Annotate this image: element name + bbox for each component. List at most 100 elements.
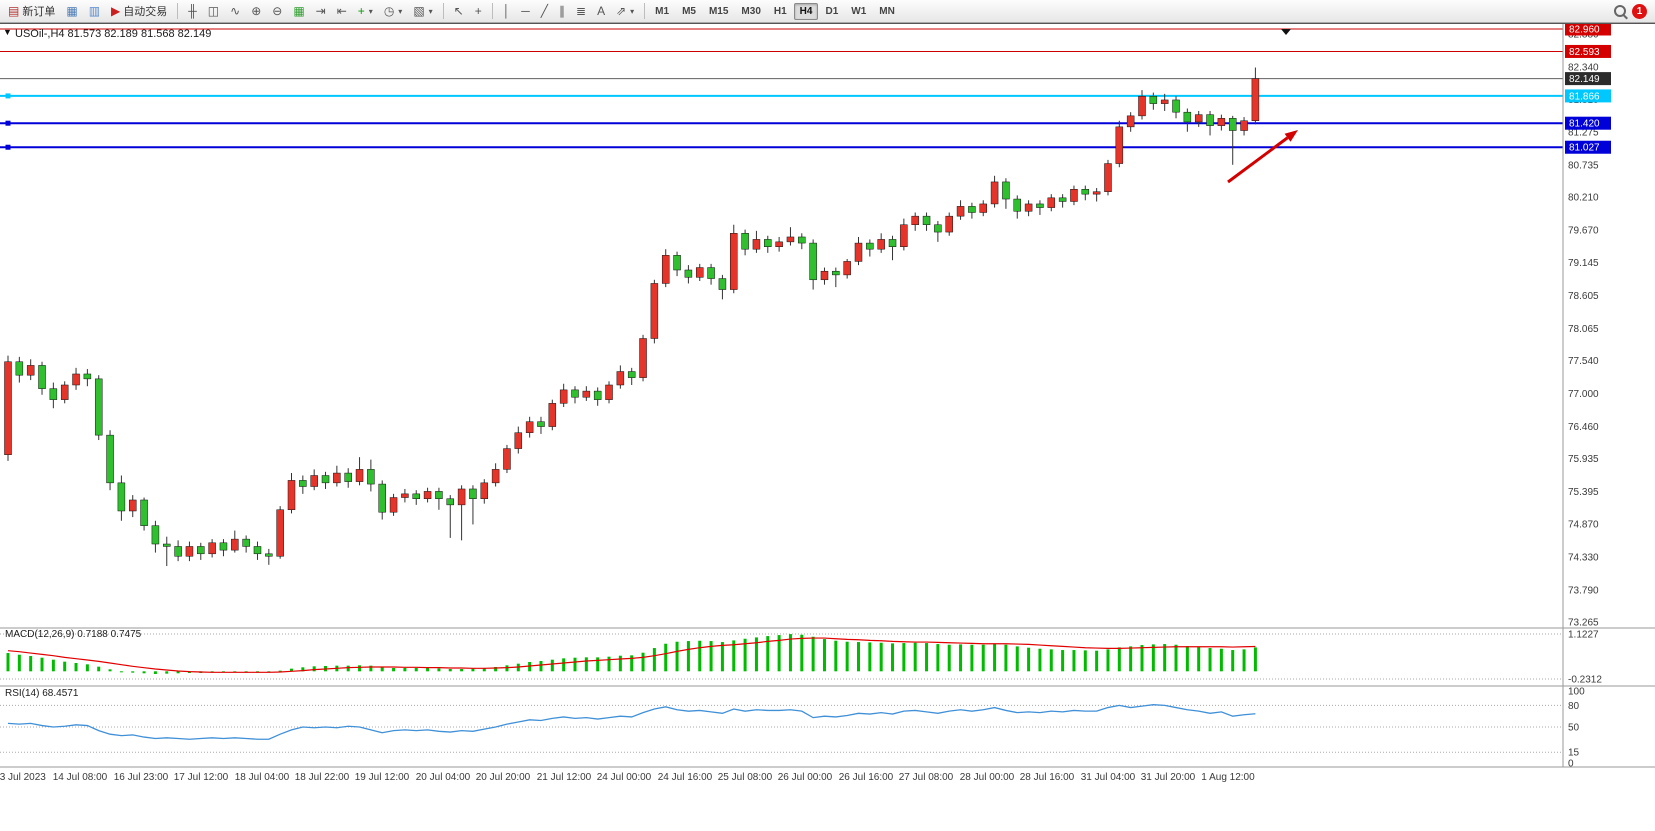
- time-axis-label: 13 Jul 2023: [0, 772, 46, 783]
- support-line-81420-handle[interactable]: [5, 120, 11, 126]
- timeframe-button-mn[interactable]: MN: [879, 5, 895, 17]
- templates-button-dropdown[interactable]: ▾: [428, 6, 433, 16]
- arrow-annotation[interactable]: [1227, 136, 1289, 184]
- price-axis-label: 77.000: [1568, 389, 1599, 400]
- time-axis-label: 28 Jul 00:00: [960, 772, 1015, 783]
- price-badge: [1565, 44, 1611, 58]
- time-axis: 13 Jul 2023 14 Jul 08:00 16 Jul 23:00 17 Ju…: [0, 772, 1255, 783]
- time-axis-label: 18 Jul 04:00: [235, 772, 290, 783]
- price-badge: [1565, 116, 1611, 130]
- timeframe-button-m30[interactable]: M30: [741, 5, 761, 17]
- rsi-indicator-label: RSI(14) 68.4571: [5, 688, 79, 699]
- line-chart-button[interactable]: ∿: [225, 1, 245, 21]
- horizontal-line-objects[interactable]: [0, 28, 1563, 150]
- support-line-81866-handle[interactable]: [5, 93, 11, 99]
- periods-button-dropdown[interactable]: ▾: [398, 6, 403, 16]
- time-axis-label: 24 Jul 16:00: [658, 772, 713, 783]
- periods-button[interactable]: ◷ ▾: [379, 1, 408, 21]
- price-axis-label: 79.670: [1568, 226, 1599, 237]
- price-axis-label: 80.735: [1568, 161, 1599, 172]
- time-axis-label: 17 Jul 12:00: [174, 772, 229, 783]
- price-axis-label: 74.330: [1568, 552, 1599, 563]
- macd-panel: 1.1227 -0.2312: [0, 630, 1602, 686]
- search-icon[interactable]: [1614, 5, 1626, 17]
- price-axis-label: 77.540: [1568, 356, 1599, 367]
- indicators-icon: +: [357, 4, 365, 18]
- time-axis-label: 16 Jul 23:00: [114, 772, 169, 783]
- time-axis-label: 27 Jul 08:00: [899, 772, 954, 783]
- rsi-axis-label: 0: [1568, 759, 1574, 770]
- timeframe-button-h4[interactable]: H4: [793, 2, 819, 20]
- price-badge: [1565, 89, 1611, 103]
- horizontal-line-icon: ─: [521, 4, 530, 18]
- price-badge-label: 81.420: [1569, 119, 1600, 130]
- toolbar-separator: [442, 3, 444, 19]
- arrows-button[interactable]: ⇗ ▾: [611, 1, 639, 21]
- fibonacci-button[interactable]: ≣: [571, 1, 591, 21]
- price-axis: 82.88082.34081.81081.27580.73580.21079.6…: [1565, 24, 1611, 629]
- trendline-button[interactable]: ╱: [536, 1, 553, 21]
- time-axis-label: 19 Jul 12:00: [355, 772, 410, 783]
- timeframe-button-m1[interactable]: M1: [655, 5, 670, 17]
- autotrading-icon: ▶: [111, 4, 121, 18]
- price-badge: [1565, 24, 1611, 36]
- horizontal-line-button[interactable]: ─: [516, 1, 535, 21]
- price-badge-label: 82.960: [1569, 25, 1600, 36]
- vertical-line-icon: │: [502, 4, 511, 18]
- profiles-button[interactable]: ▥: [84, 1, 105, 21]
- timeframe-button-h1[interactable]: H1: [773, 5, 787, 17]
- price-axis-label: 78.605: [1568, 291, 1599, 302]
- text-button[interactable]: A: [592, 1, 610, 21]
- chart-shift-button[interactable]: ⇤: [332, 1, 352, 21]
- auto-scroll-button[interactable]: ⇥: [311, 1, 331, 21]
- profiles-icon: ▥: [88, 4, 101, 18]
- auto-scroll-icon: ⇥: [315, 4, 326, 18]
- candlestick-series: [4, 67, 1260, 567]
- new-order-button[interactable]: ▤ 新订单: [3, 1, 60, 21]
- price-badge-label: 81.027: [1569, 143, 1600, 154]
- vertical-line-button[interactable]: │: [498, 1, 516, 21]
- toolbar-separator: [644, 3, 646, 19]
- chart-shift-icon: ⇤: [336, 4, 347, 18]
- time-axis-label: 24 Jul 00:00: [597, 772, 652, 783]
- chart-canvas[interactable]: 82.88082.34081.81081.27580.73580.21079.6…: [0, 24, 1655, 831]
- toolbar-separator: [491, 3, 493, 19]
- charts-window-button[interactable]: ▦: [61, 1, 82, 21]
- price-badge-label: 81.866: [1569, 91, 1600, 102]
- tile-windows-button[interactable]: ▦: [288, 1, 309, 21]
- price-axis-label: 74.870: [1568, 519, 1599, 530]
- cursor-button[interactable]: ↖: [449, 1, 469, 21]
- arrow-annotation-head[interactable]: [1284, 130, 1298, 142]
- price-axis-label: 73.265: [1568, 618, 1599, 629]
- price-badge-label: 82.593: [1569, 47, 1600, 58]
- rsi-axis-label: 15: [1568, 748, 1580, 759]
- one-click-trading-caret[interactable]: ▼: [3, 27, 12, 37]
- zoom-in-button[interactable]: ⊕: [246, 1, 266, 21]
- timeframe-button-m5[interactable]: M5: [682, 5, 696, 17]
- zoom-out-button[interactable]: ⊖: [267, 1, 287, 21]
- timeframe-button-w1[interactable]: W1: [851, 5, 867, 17]
- price-badge: [1565, 72, 1611, 86]
- indicators-button[interactable]: + ▾: [353, 1, 378, 21]
- autotrading-button[interactable]: ▶ 自动交易: [106, 1, 172, 21]
- rsi-axis-label: 80: [1568, 701, 1580, 712]
- notification-badge[interactable]: 1: [1632, 3, 1647, 19]
- candlestick-chart-button[interactable]: ◫: [203, 1, 224, 21]
- chart-ohlc-title: USOil-,H4 81.573 82.189 81.568 82.149: [15, 28, 212, 40]
- time-axis-label: 28 Jul 16:00: [1020, 772, 1075, 783]
- bar-chart-button[interactable]: ╫: [183, 1, 202, 21]
- channel-icon: ∥: [559, 4, 565, 18]
- arrows-button-dropdown[interactable]: ▾: [630, 6, 635, 16]
- timeframe-button-m15[interactable]: M15: [708, 5, 729, 17]
- timeframe-button-d1[interactable]: D1: [825, 5, 839, 17]
- indicators-button-dropdown[interactable]: ▾: [368, 6, 373, 16]
- time-axis-label: 14 Jul 08:00: [53, 772, 108, 783]
- charts-window-icon: ▦: [66, 4, 78, 18]
- crosshair-button[interactable]: +: [470, 1, 487, 21]
- price-axis-label: 81.275: [1568, 128, 1599, 139]
- chart-shift-marker[interactable]: [1281, 29, 1291, 35]
- support-line-81027-handle[interactable]: [5, 144, 11, 150]
- fibonacci-icon: ≣: [576, 4, 587, 18]
- channel-button[interactable]: ∥: [554, 1, 570, 21]
- templates-button[interactable]: ▧ ▾: [408, 1, 437, 21]
